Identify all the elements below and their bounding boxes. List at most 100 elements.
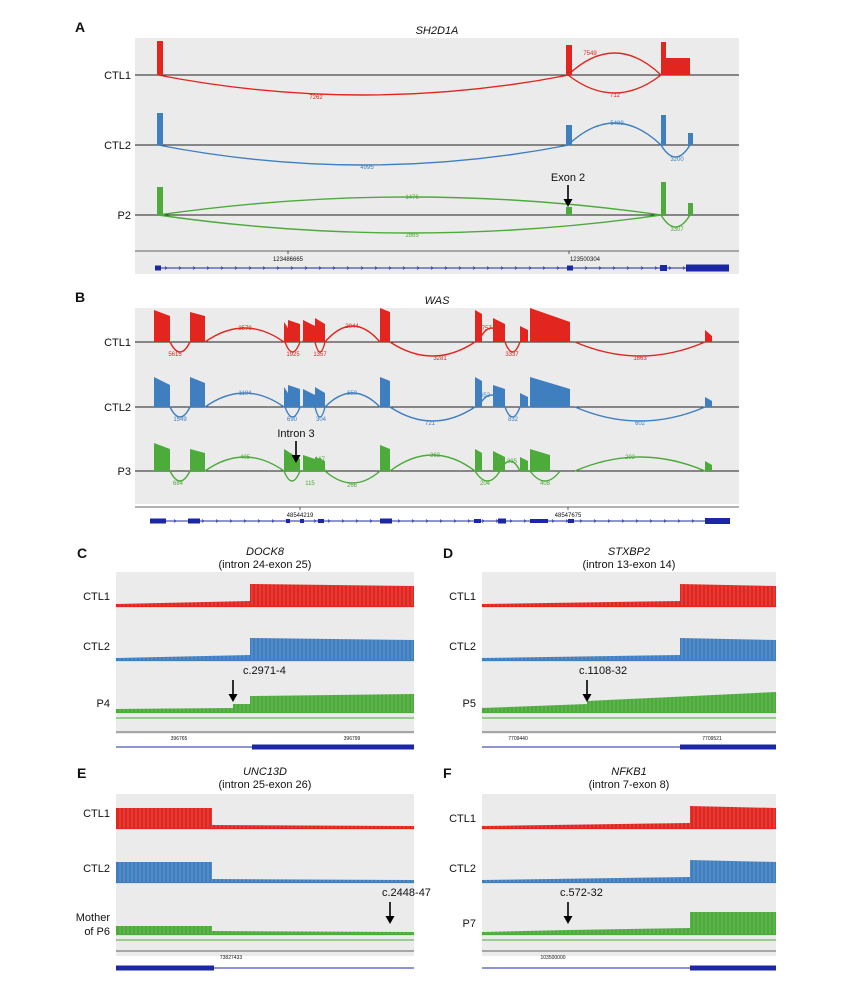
- junction-arc: [529, 329, 571, 343]
- junction-count: 266: [347, 483, 358, 489]
- coverage-peak: [566, 45, 572, 75]
- junction-arc: [157, 74, 570, 96]
- strand-chevron: [486, 266, 490, 270]
- junction-arc: [567, 74, 662, 94]
- coverage-peak: [520, 457, 528, 471]
- junction-count: 2044: [345, 324, 359, 330]
- coverage-peak: [380, 445, 390, 471]
- junction-arc: [499, 460, 521, 472]
- junction-arc: [283, 470, 301, 482]
- track-ctl1: CTL1: [449, 798, 776, 830]
- coverage-peak: [315, 457, 325, 471]
- junction-arc: [477, 394, 506, 408]
- junction-count: 684: [173, 481, 184, 487]
- track-label: CTL2: [104, 402, 131, 414]
- track-label: of P6: [84, 926, 110, 938]
- junction-count: 652: [480, 393, 491, 399]
- junction-count: 1925: [286, 352, 300, 358]
- panel-F: F NFKB1(intron 7-exon 8) CTL1 CTL2 P7 c.572-3…: [443, 765, 776, 971]
- coverage-peak: [284, 387, 288, 407]
- track-label: P5: [463, 698, 476, 710]
- panel-letter: B: [75, 289, 85, 305]
- coordinate-label: 48547675: [555, 513, 582, 519]
- annotation-arrowhead: [563, 199, 573, 207]
- track-p3: P3 684 405 115 167 266 363 204 335 408 292: [118, 443, 739, 489]
- panel-A: A SH2D1A CTL1 7262 7549 712 4789 CTL2 4995 5489 32…: [75, 19, 739, 274]
- track-label: CTL2: [449, 863, 476, 875]
- gene-exon: [568, 519, 574, 523]
- coverage-area: [116, 638, 414, 660]
- coverage-area: [116, 926, 414, 934]
- strand-chevron: [229, 519, 233, 523]
- strand-chevron: [598, 266, 602, 270]
- track-p7: P7: [463, 904, 776, 941]
- coverage-peak: [475, 310, 482, 342]
- coverage-peak: [530, 449, 550, 471]
- coordinate-label: 123486665: [273, 257, 304, 263]
- strand-chevron: [332, 266, 336, 270]
- strand-chevron: [626, 266, 630, 270]
- coverage-area: [482, 638, 776, 660]
- strand-chevron: [514, 266, 518, 270]
- strand-chevron: [248, 266, 252, 270]
- gene-exon: [380, 518, 392, 524]
- coverage-peak: [154, 377, 170, 407]
- junction-arc: [314, 458, 326, 472]
- track-label: P4: [97, 698, 110, 710]
- track-mother-of-p6: Mother of P6: [76, 904, 414, 941]
- gene-title: UNC13D: [243, 766, 287, 778]
- region-subtitle: (intron 7-exon 8): [589, 779, 670, 791]
- junction-count: 7549: [583, 51, 597, 57]
- junction-count: 363: [430, 453, 441, 459]
- junction-count: 115: [305, 481, 315, 487]
- strand-chevron: [668, 266, 672, 270]
- coverage-peak: [661, 115, 666, 145]
- coverage-peak: [475, 377, 482, 407]
- junction-arc: [567, 122, 662, 146]
- track-label: Mother: [76, 912, 111, 924]
- junction-count: 1863: [633, 356, 647, 362]
- junction-count: 3579: [238, 326, 252, 332]
- junction-arc: [660, 144, 691, 158]
- junction-count: 3337: [505, 352, 519, 358]
- junction-arc: [169, 341, 191, 353]
- gene-exon: [474, 519, 481, 523]
- gene-exon: [150, 518, 166, 524]
- strand-chevron: [472, 266, 476, 270]
- junction-count: 3281: [433, 356, 447, 362]
- gene-title: DOCK8: [246, 546, 285, 558]
- junction-arc: [169, 470, 191, 482]
- strand-chevron: [467, 519, 471, 523]
- coverage-peak: [566, 125, 572, 145]
- junction-count: 304: [316, 417, 327, 423]
- gene-exon: [498, 518, 506, 524]
- junction-count: 1549: [173, 417, 187, 423]
- strand-chevron: [206, 266, 210, 270]
- panel-background: [135, 308, 739, 504]
- coverage-peak: [661, 182, 666, 215]
- junction-count: 1476: [405, 195, 419, 201]
- strand-chevron: [430, 266, 434, 270]
- coverage-peak: [315, 318, 325, 342]
- strand-chevron: [411, 519, 415, 523]
- strand-chevron: [453, 519, 457, 523]
- junction-arc: [567, 52, 662, 76]
- annotation-arrowhead: [228, 694, 238, 702]
- coverage-area: [482, 860, 776, 882]
- gene-exon: [680, 744, 776, 750]
- coverage-peak: [157, 187, 163, 215]
- junction-count: 721: [425, 421, 436, 427]
- coverage-peak: [661, 42, 666, 75]
- track-label: P3: [118, 466, 131, 478]
- strand-chevron: [677, 519, 681, 523]
- strand-chevron: [164, 266, 168, 270]
- strand-chevron: [215, 519, 219, 523]
- junction-arc: [302, 396, 316, 408]
- gene-exon: [690, 965, 776, 971]
- coverage-peak: [380, 308, 390, 342]
- junction-arc: [302, 329, 316, 343]
- track-ctl2: CTL2: [449, 852, 776, 884]
- junction-count: 1014: [551, 393, 565, 399]
- region-subtitle: (intron 13-exon 14): [583, 559, 676, 571]
- track-ctl2: CTL2: [449, 630, 776, 662]
